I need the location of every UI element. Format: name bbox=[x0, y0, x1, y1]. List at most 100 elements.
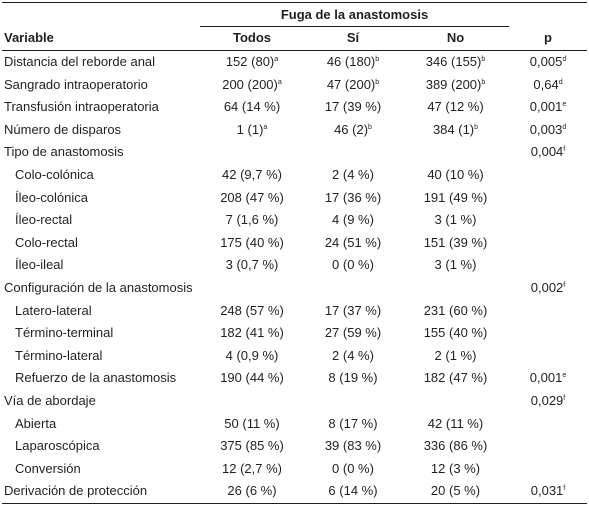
row-label: Número de disparos bbox=[4, 121, 122, 137]
cell-value: 231 (60 %) bbox=[423, 302, 488, 318]
cell-value: 384 (1) bbox=[432, 121, 475, 137]
cell-value: 17 (37 %) bbox=[324, 302, 382, 318]
cell-value: 4 (0,9 %) bbox=[225, 347, 279, 363]
column-header-si: Sí bbox=[304, 26, 402, 51]
column-header-no: No bbox=[402, 26, 509, 51]
table-row: Derivación de protección 26 (6 %) 6 (14 %)… bbox=[2, 480, 587, 504]
footnote-marker: d bbox=[562, 56, 567, 63]
footnote-marker: a bbox=[277, 78, 282, 86]
cell-no: 389 (200)b bbox=[402, 74, 509, 97]
cell-value: 24 (51 %) bbox=[324, 234, 382, 250]
footnote-marker: b bbox=[481, 56, 486, 63]
cell-value: 155 (40 %) bbox=[423, 325, 488, 341]
cell-si: 8 (17 %) bbox=[304, 413, 402, 436]
footnote-marker: d bbox=[558, 78, 563, 86]
cell-value: 8 (17 %) bbox=[328, 415, 378, 431]
cell-no: 2 (1 %) bbox=[402, 345, 509, 368]
row-label: Sangrado intraoperatorio bbox=[4, 76, 148, 92]
cell-value: 0,029 bbox=[530, 392, 564, 408]
cell-value: 182 (41 %) bbox=[220, 325, 284, 341]
cell-value: 2 (1 %) bbox=[434, 347, 477, 363]
cell-todos: 4 (0,9 %) bbox=[200, 345, 304, 368]
cell-todos: 152 (80)a bbox=[200, 51, 304, 74]
cell-p bbox=[509, 435, 587, 458]
cell-value: 182 (47 %) bbox=[423, 370, 488, 386]
cell-value: 4 (9 %) bbox=[332, 212, 374, 228]
cell-p: 0,031f bbox=[509, 480, 587, 504]
footnote-marker: e bbox=[562, 372, 567, 380]
cell-todos: 248 (57 %) bbox=[200, 300, 304, 323]
cell-no: 384 (1)b bbox=[402, 119, 509, 142]
footnote-marker: d bbox=[562, 123, 567, 131]
cell-value: 7 (1,6 %) bbox=[225, 212, 279, 228]
cell-todos: 200 (200)a bbox=[200, 74, 304, 97]
cell-no: 191 (49 %) bbox=[402, 187, 509, 210]
cell-value: 27 (59 %) bbox=[324, 325, 382, 341]
column-header-p: p bbox=[509, 26, 587, 51]
cell-value: 0,004 bbox=[530, 144, 564, 160]
cell-todos: 50 (11 %) bbox=[200, 413, 304, 436]
table-row: Colo-rectal 175 (40 %) 24 (51 %) 151 (39 %) bbox=[2, 232, 587, 255]
cell-value: 200 (200) bbox=[222, 76, 278, 92]
table-row: Tipo de anastomosis 0,004f bbox=[2, 141, 587, 164]
cell-no: 151 (39 %) bbox=[402, 232, 509, 255]
cell-value: 0,001 bbox=[529, 99, 563, 115]
table-row: Latero-lateral 248 (57 %) 17 (37 %) 231 (60… bbox=[2, 300, 587, 323]
cell-todos: 182 (41 %) bbox=[200, 322, 304, 345]
column-header-todos: Todos bbox=[200, 26, 304, 51]
cell-value: 0,002 bbox=[530, 279, 564, 295]
cell-value: 0 (0 %) bbox=[332, 460, 374, 476]
cell-value: 50 (11 %) bbox=[224, 415, 280, 431]
footnote-marker: a bbox=[263, 123, 268, 131]
cell-value: 0,005 bbox=[529, 54, 563, 69]
cell-value: 208 (47 %) bbox=[220, 189, 284, 205]
footnote-marker: e bbox=[562, 101, 567, 109]
cell-value: 191 (49 %) bbox=[423, 189, 488, 205]
table-row: Distancia del reborde anal 152 (80)a 46 (1… bbox=[2, 51, 587, 74]
footnote-marker: f bbox=[563, 485, 566, 493]
cell-value: 12 (2,7 %) bbox=[222, 460, 282, 476]
cell-value: 42 (11 %) bbox=[427, 415, 484, 431]
table-row: Vía de abordaje 0,029f bbox=[2, 390, 587, 413]
cell-value: 3 (1 %) bbox=[434, 212, 477, 228]
cell-value: 0 (0 %) bbox=[332, 257, 374, 273]
cell-value: 336 (86 %) bbox=[423, 438, 488, 454]
cell-p bbox=[509, 345, 587, 368]
cell-todos: 12 (2,7 %) bbox=[200, 458, 304, 481]
group-header: Fuga de la anastomosis bbox=[200, 2, 509, 27]
row-label: Latero-lateral bbox=[15, 302, 92, 318]
row-label: Colo-rectal bbox=[15, 234, 78, 250]
footnote-marker: b bbox=[481, 78, 486, 86]
table-row: Término-lateral 4 (0,9 %) 2 (4 %) 2 (1 %) bbox=[2, 345, 587, 368]
cell-value: 389 (200) bbox=[425, 76, 482, 92]
cell-no: 47 (12 %) bbox=[402, 96, 509, 119]
cell-no: 336 (86 %) bbox=[402, 435, 509, 458]
cell-no: 3 (1 %) bbox=[402, 209, 509, 232]
footnote-marker: f bbox=[563, 281, 566, 289]
cell-value: 248 (57 %) bbox=[220, 302, 284, 318]
cell-p: 0,029f bbox=[509, 390, 587, 413]
cell-p bbox=[509, 300, 587, 323]
row-label: Vía de abordaje bbox=[4, 392, 96, 408]
cell-p: 0,001e bbox=[509, 367, 587, 390]
cell-si: 47 (200)b bbox=[304, 74, 402, 97]
cell-si: 2 (4 %) bbox=[304, 164, 402, 187]
table-row: Término-terminal 182 (41 %) 27 (59 %) 155 (… bbox=[2, 322, 587, 345]
table-row: Íleo-ileal 3 (0,7 %) 0 (0 %) 3 (1 %) bbox=[2, 254, 587, 277]
cell-todos bbox=[200, 141, 304, 164]
cell-todos: 1 (1)a bbox=[200, 119, 304, 142]
row-label: Abierta bbox=[15, 415, 57, 431]
cell-value: 46 (2) bbox=[334, 121, 369, 137]
cell-value: 17 (39 %) bbox=[324, 99, 382, 115]
cell-no: 346 (155)b bbox=[402, 51, 509, 74]
cell-p: 0,004f bbox=[509, 141, 587, 164]
cell-value: 47 (12 %) bbox=[427, 99, 484, 115]
cell-si: 24 (51 %) bbox=[304, 232, 402, 255]
cell-value: 26 (6 %) bbox=[227, 483, 277, 499]
cell-value: 0,64 bbox=[533, 76, 559, 92]
cell-si: 17 (36 %) bbox=[304, 187, 402, 210]
cell-p: 0,003d bbox=[509, 119, 587, 142]
cell-value: 2 (4 %) bbox=[332, 347, 374, 363]
cell-si: 17 (39 %) bbox=[304, 96, 402, 119]
